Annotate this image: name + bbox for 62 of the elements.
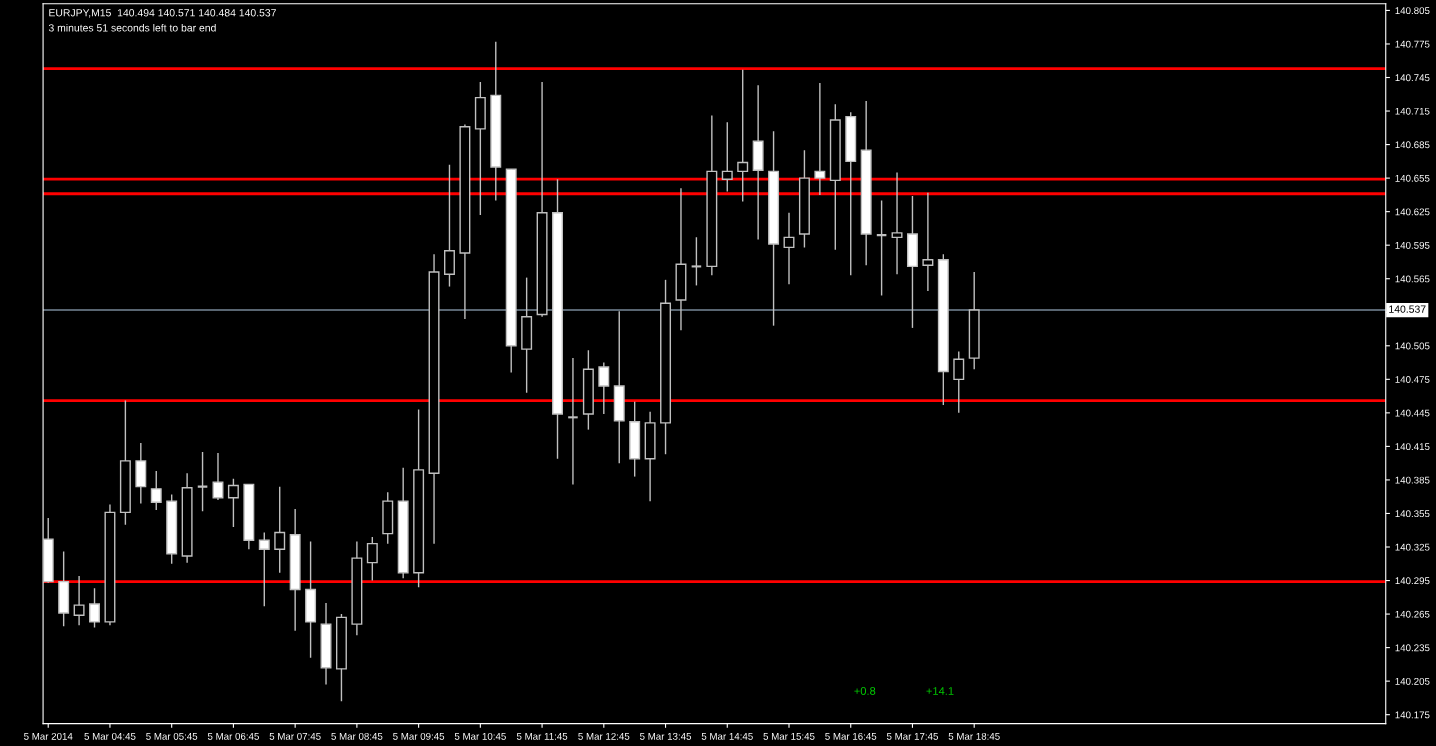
x-tick-label: 5 Mar 18:45	[948, 732, 1000, 740]
x-tick-label: 5 Mar 14:45	[701, 733, 753, 740]
candlestick	[567, 357, 579, 486]
chart-title: EURJPY,M15 140.494 140.571 140.484 140.537	[49, 9, 276, 18]
x-tick-label: 5 Mar 08:45	[331, 732, 383, 740]
x-tick-label: 5 Mar 16:45	[825, 732, 877, 740]
x-tick-label: 5 Mar 12:45	[578, 732, 630, 740]
y-tick-label: 140.175	[1395, 711, 1430, 719]
candlestick	[721, 121, 733, 193]
y-tick-label: 140.745	[1395, 74, 1430, 82]
y-tick-label: 140.805	[1395, 7, 1430, 15]
x-tick-label: 5 Mar 04:45	[84, 732, 136, 740]
candlestick	[366, 536, 378, 582]
x-tick-label: 5 Mar 2014	[24, 732, 73, 740]
candlestick	[227, 478, 239, 528]
x-tick-label: 5 Mar 05:45	[146, 732, 198, 740]
y-tick-label: 140.205	[1395, 677, 1430, 685]
candlestick	[598, 361, 610, 415]
y-tick-label: 140.415	[1395, 443, 1430, 451]
y-tick-label: 140.505	[1395, 342, 1430, 350]
x-tick-label: 5 Mar 09:45	[393, 732, 445, 740]
x-tick-label: 5 Mar 06:45	[207, 732, 259, 740]
y-tick-label: 140.595	[1395, 241, 1430, 249]
candlestick	[196, 451, 209, 512]
y-tick-label: 140.775	[1395, 40, 1430, 48]
x-tick-label: 5 Mar 07:45	[269, 732, 321, 740]
candlestick	[274, 485, 286, 574]
candlestick	[690, 236, 703, 287]
y-tick-label: 140.235	[1395, 644, 1430, 652]
y-tick-label: 140.265	[1395, 610, 1430, 618]
candlestick	[150, 470, 162, 511]
y-tick-label: 140.445	[1395, 409, 1430, 417]
candlestick	[875, 199, 888, 297]
candlestick	[73, 575, 85, 626]
y-tick-label: 140.655	[1395, 174, 1430, 182]
ref-line-label: 140.537	[1389, 305, 1426, 313]
text: 3 minutes 51 seconds left to bar end	[48, 23, 216, 32]
y-tick-label: 140.355	[1395, 510, 1430, 518]
candlestick	[891, 171, 903, 275]
y-tick-label: 140.625	[1395, 208, 1430, 216]
y-tick-label: 140.475	[1395, 376, 1430, 383]
candlestick	[212, 452, 224, 501]
y-tick-label: 140.685	[1395, 141, 1430, 149]
candlestick	[443, 164, 455, 288]
candlestick	[814, 82, 826, 196]
annotation: +0.8	[854, 687, 876, 695]
candlestick	[953, 350, 965, 414]
candlestick	[258, 531, 270, 607]
y-tick-label: 140.565	[1395, 275, 1430, 283]
y-tick-label: 140.385	[1395, 476, 1430, 484]
y-tick-label: 140.295	[1395, 577, 1430, 585]
candlestick	[89, 587, 101, 629]
x-tick-label: 5 Mar 17:45	[886, 733, 938, 740]
x-tick-label: 5 Mar 13:45	[639, 732, 692, 740]
y-tick-label: 140.325	[1395, 543, 1430, 551]
y-tick-label: 140.715	[1395, 107, 1430, 115]
x-tick-label: 5 Mar 15:45	[763, 733, 815, 740]
annotation: +14.1	[926, 687, 954, 695]
candlestick	[737, 68, 749, 203]
x-tick-label: 5 Mar 10:45	[454, 732, 506, 740]
candlestick	[922, 191, 934, 292]
x-tick-label: 5 Mar 11:45	[516, 733, 568, 740]
